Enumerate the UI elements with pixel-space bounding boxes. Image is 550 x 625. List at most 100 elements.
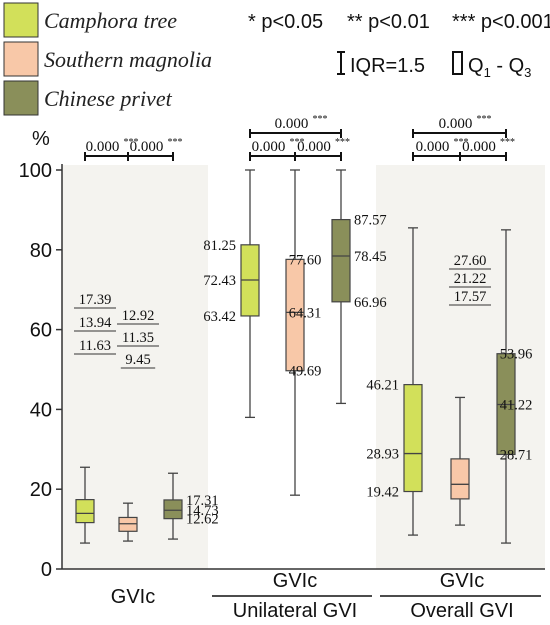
bracket-2-2: 0.000 ***: [459, 137, 515, 161]
box-2-0: 46.21 28.93 19.42: [366, 227, 423, 536]
comparison-group-0: 0.000 ***0.000 ***: [84, 137, 183, 161]
value-label: 13.94: [79, 315, 112, 331]
legend: Camphora tree Southern magnolia Chinese …: [3, 2, 550, 116]
legend-label-privet: Chinese privet: [44, 86, 173, 111]
p-value-label: 0.000: [86, 139, 120, 155]
legend-box-label: Q1 - Q3: [468, 55, 531, 80]
value-label: 11.35: [122, 330, 154, 346]
p-value-stars: ***: [335, 137, 350, 148]
box-value-labels: 77.60 64.31 49.69: [289, 252, 322, 379]
box-2-2: 53.96 41.22 28.71: [496, 229, 533, 544]
whisker-legend-icon: [337, 51, 345, 75]
x-group-label-1: GVIc Unilateral GVI: [212, 570, 372, 622]
box-0-0: 17.39 13.94 11.63: [74, 292, 116, 544]
p-value-stars: ***: [124, 137, 139, 148]
value-label: 11.63: [79, 338, 111, 354]
legend-swatch-magnolia: [3, 41, 39, 77]
y-tick-label: 20: [30, 479, 52, 501]
legend-swatch-privet: [3, 80, 39, 116]
box-iqr: [285, 258, 305, 372]
y-axis: % 0 20 40 60 80 100: [19, 128, 545, 581]
significance-brackets: 0.000 ***0.000 ***0.000 ***0.000 ***0.000 ***…: [84, 114, 515, 161]
box-1-1: 77.60 64.31 49.69: [285, 169, 322, 496]
box-value-labels: 87.57 78.45 66.96: [354, 213, 387, 311]
legend-label-camphora: Camphora tree: [44, 8, 177, 33]
group-label: GVIc: [273, 570, 317, 592]
x-group-label-2: GVIc Overall GVI: [380, 570, 541, 622]
box-value-labels: 12.92 11.35 9.45: [117, 308, 159, 369]
group-label: GVIc: [440, 570, 484, 592]
value-label: 28.93: [366, 447, 399, 463]
p-value-stars: ***: [290, 137, 305, 148]
p-value-stars: ***: [477, 114, 492, 125]
box-1-2: 87.57 78.45 66.96: [331, 169, 387, 405]
box-legend-icon: [452, 51, 463, 75]
p-value-stars: ***: [454, 137, 469, 148]
value-label: 63.42: [203, 309, 236, 325]
group-background-bands: [62, 165, 545, 569]
bracket-2-0: 0.000 ***: [412, 114, 507, 138]
y-axis-unit: %: [32, 128, 50, 150]
p-value-label: 0.000: [275, 116, 309, 132]
comparison-group-2: 0.000 ***0.000 ***0.000 ***: [412, 114, 515, 161]
p-value-label: 0.000: [130, 139, 164, 155]
p-value-label: 0.000: [416, 139, 450, 155]
y-tick-label: 0: [41, 559, 52, 581]
box-plots: 17.3913.9411.6312.9211.359.4517.3114.731…: [74, 169, 533, 544]
box-iqr: [403, 384, 423, 493]
value-label: 21.22: [454, 271, 487, 287]
box-iqr: [118, 516, 138, 532]
value-label: 78.45: [354, 249, 387, 265]
value-label: 17.31: [186, 493, 219, 509]
legend-label-magnolia: Southern magnolia: [44, 47, 212, 72]
value-label: 77.60: [289, 252, 322, 268]
value-label: 53.96: [500, 347, 533, 363]
bracket-0-1: 0.000 ***: [127, 137, 183, 161]
box-value-labels: 46.21 28.93 19.42: [366, 378, 399, 501]
box-value-labels: 53.96 41.22 28.71: [500, 347, 533, 464]
p-value-stars: ***: [313, 114, 328, 125]
value-label: 46.21: [366, 378, 399, 394]
box-iqr: [75, 499, 95, 524]
value-label: 41.22: [500, 398, 533, 414]
box-1-0: 81.25 72.43 63.42: [203, 169, 260, 419]
box-value-labels: 17.39 13.94 11.63: [74, 292, 116, 355]
value-label: 17.39: [79, 292, 112, 308]
value-label: 28.71: [500, 447, 533, 463]
p-value-stars: ***: [500, 137, 515, 148]
value-label: 12.92: [122, 308, 155, 324]
p-value-stars: ***: [168, 137, 183, 148]
value-label: 66.96: [354, 295, 387, 311]
y-tick-label: 80: [30, 240, 52, 262]
value-label: 14.73: [186, 503, 219, 519]
group-label: GVIc: [111, 586, 155, 608]
value-label: 17.57: [454, 289, 487, 305]
box-value-labels: 81.25 72.43 63.42: [203, 238, 236, 325]
legend-item-magnolia: Southern magnolia: [3, 41, 212, 77]
value-label: 64.31: [289, 305, 322, 321]
value-label: 81.25: [203, 238, 236, 254]
group-sublabel: Unilateral GVI: [233, 600, 358, 622]
value-label: 72.43: [203, 273, 236, 289]
x-axis-group-labels: GVIc GVIc Unilateral GVI GVIc Overall GVI: [111, 570, 541, 622]
p-value-label: 0.000: [462, 139, 496, 155]
box-iqr: [163, 499, 183, 520]
value-label: 87.57: [354, 213, 387, 229]
box-iqr: [450, 458, 470, 500]
value-label: 27.60: [454, 253, 487, 269]
legend-item-camphora: Camphora tree: [3, 2, 177, 38]
bracket-1-2: 0.000 ***: [294, 137, 350, 161]
value-label: 49.69: [289, 364, 322, 380]
box-iqr: [331, 218, 351, 303]
comparison-group-1: 0.000 ***0.000 ***0.000 ***: [249, 114, 350, 161]
box-2-1: 27.60 21.22 17.57: [449, 253, 491, 526]
value-label: 19.42: [366, 485, 399, 501]
p-value-label: 0.000: [439, 116, 473, 132]
y-tick-label: 60: [30, 320, 52, 342]
value-label: 9.45: [125, 352, 150, 368]
bracket-1-0: 0.000 ***: [249, 114, 342, 138]
box-value-labels: 27.60 21.22 17.57: [449, 253, 491, 306]
